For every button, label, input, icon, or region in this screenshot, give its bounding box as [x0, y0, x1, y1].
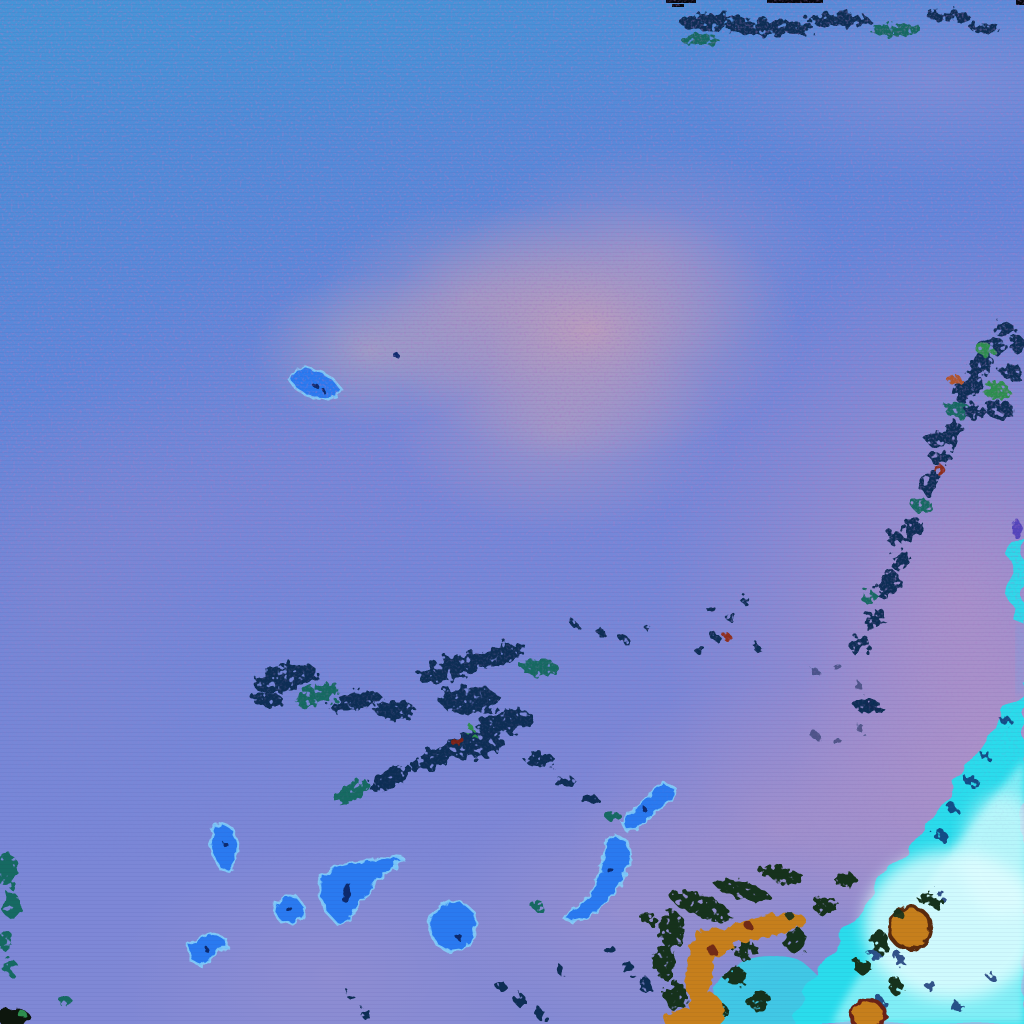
- satellite-image: [0, 0, 1024, 1024]
- terrain-overlay: [0, 0, 1024, 1024]
- noise-texture: [0, 0, 1024, 1024]
